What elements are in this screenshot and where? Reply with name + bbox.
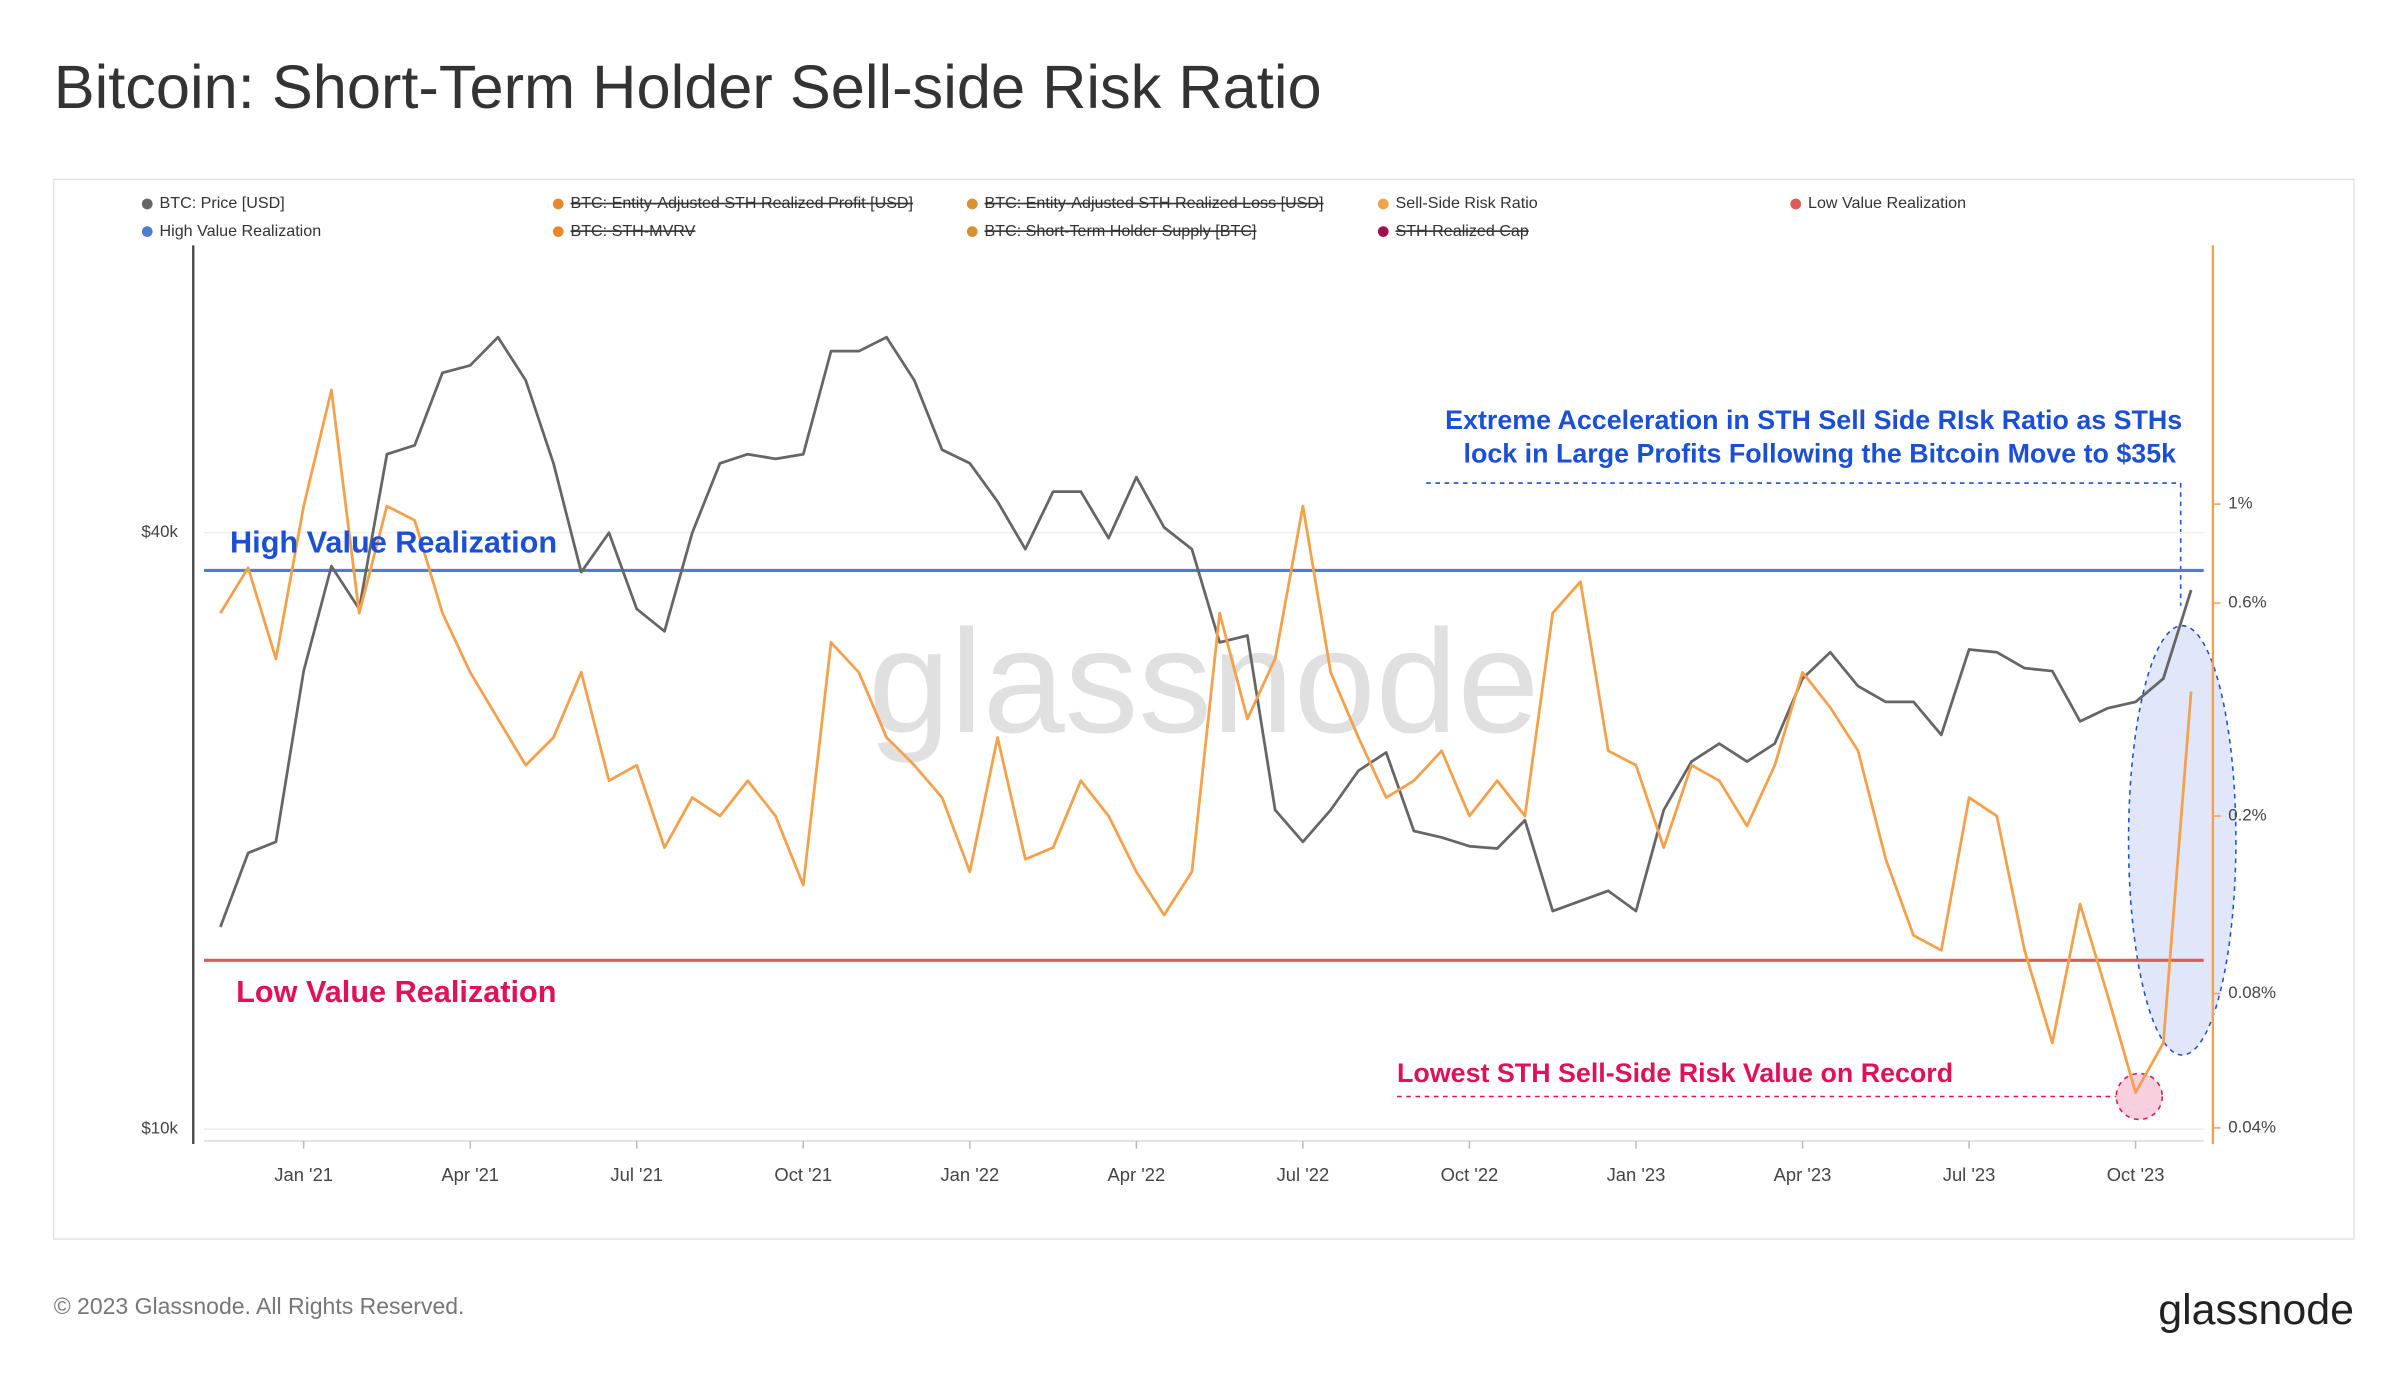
x-tick-label: Oct '21 [774, 1164, 832, 1185]
legend-marker [1790, 198, 1802, 210]
legend-marker [1377, 226, 1389, 237]
annotation-leader [1426, 482, 2182, 606]
annotation: lock in Large Profits Following the Bitc… [1464, 439, 2177, 469]
legend-label: BTC: Entity-Adjusted STH Realized Loss [… [985, 194, 1324, 212]
annotation: Low Value Realization [236, 975, 556, 1009]
y2-tick-label: 0.6% [2228, 593, 2266, 612]
logo: glassnode [2158, 1286, 2354, 1334]
x-tick-label: Oct '23 [2107, 1164, 2165, 1185]
x-tick-label: Jul '23 [1943, 1164, 1996, 1185]
annotation-shapes [1397, 482, 2237, 1121]
legend-label: STH Realized Cap [1396, 222, 1529, 240]
series-line [219, 388, 2193, 1095]
legend-label: Low Value Realization [1808, 194, 1966, 212]
legend-marker [552, 198, 564, 210]
x-tick-label: Jan '23 [1607, 1164, 1666, 1185]
legend-marker [966, 198, 978, 210]
x-tick-label: Apr '21 [441, 1164, 499, 1185]
x-tick-label: Apr '23 [1774, 1164, 1832, 1185]
y2-tick-label: 0.2% [2228, 805, 2266, 824]
legend-label: BTC: Entity-Adjusted STH Realized Profit… [570, 194, 913, 212]
chart-title: Bitcoin: Short-Term Holder Sell-side Ris… [54, 52, 1322, 121]
y-tick-label: $40k [141, 522, 178, 541]
legend-label: BTC: STH-MVRV [570, 222, 695, 240]
y2-tick-label: 0.04% [2228, 1117, 2276, 1136]
annotation: Lowest STH Sell-Side Risk Value on Recor… [1397, 1058, 1953, 1088]
legend-marker [1377, 198, 1389, 210]
x-tick-label: Jul '22 [1277, 1164, 1330, 1185]
legend-marker [141, 226, 153, 237]
y2-tick-label: 0.08% [2228, 983, 2276, 1002]
legend-label: BTC: Price [USD] [160, 194, 285, 212]
legend-marker [141, 198, 153, 210]
legend-marker [966, 226, 978, 237]
annotation-circle [2115, 1072, 2164, 1121]
legend-label: Sell-Side Risk Ratio [1396, 194, 1538, 212]
chart-frame [52, 178, 2355, 1240]
x-tick-label: Jul '21 [610, 1164, 663, 1185]
legend-marker [552, 226, 564, 237]
watermark: glassnode [868, 600, 1539, 764]
y2-tick-label: 1% [2228, 494, 2252, 513]
legend-label: BTC: Short-Term Holder Supply [BTC] [985, 222, 1257, 240]
legend-label: High Value Realization [160, 222, 322, 240]
x-tick-label: Oct '22 [1441, 1164, 1499, 1185]
series-line [219, 335, 2193, 928]
x-tick-label: Apr '22 [1108, 1164, 1166, 1185]
x-tick-label: Jan '22 [940, 1164, 999, 1185]
annotation-ellipse [2127, 624, 2237, 1056]
y-tick-label: $10k [141, 1119, 178, 1138]
annotation: High Value Realization [230, 526, 557, 560]
footer: © 2023 Glassnode. All Rights Reserved. [54, 1293, 465, 1319]
annotation: Extreme Acceleration in STH Sell Side RI… [1445, 405, 2182, 435]
x-tick-label: Jan '21 [274, 1164, 333, 1185]
